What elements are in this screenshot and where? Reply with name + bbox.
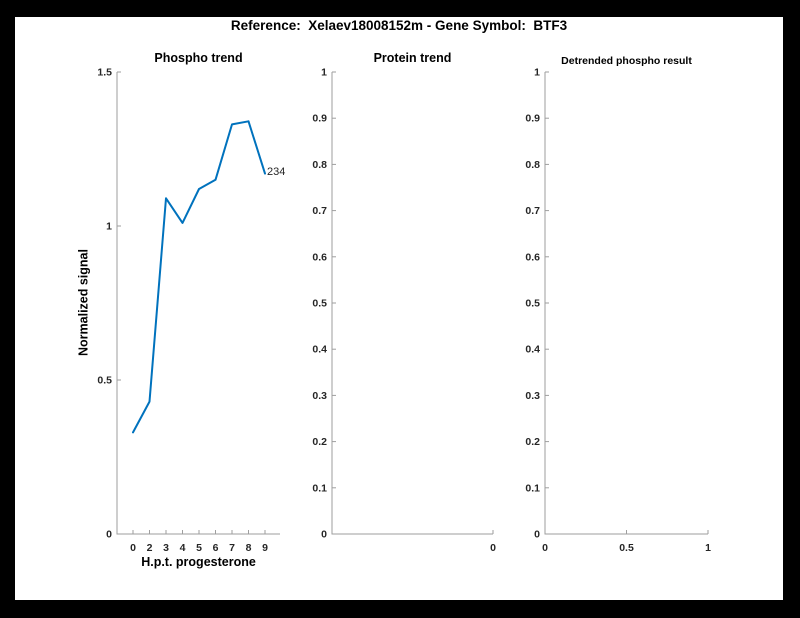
y-tick-label: 0.5: [97, 375, 112, 387]
y-tick-label: 0.3: [312, 390, 327, 402]
figure-canvas: [15, 17, 783, 600]
y-tick-label: 0.1: [312, 482, 327, 494]
y-tick-label: 0: [321, 529, 327, 541]
x-tick-label: 0: [490, 542, 496, 554]
plot1-axes: 00.511.50 2 3 4 5 6 7 8 9: [97, 67, 280, 554]
y-tick-label: 0.4: [525, 344, 540, 356]
x-tick-label: 9: [262, 542, 268, 554]
plot2-title: Protein trend: [373, 51, 452, 65]
plot3-title: Detrended phospho result: [561, 55, 692, 67]
series-line: [132, 120, 266, 434]
plot1-ylabel: Normalized signal: [76, 249, 91, 356]
y-tick-label: 0.8: [312, 159, 327, 171]
y-tick-label: 0.4: [312, 344, 327, 356]
x-tick-label: 8: [246, 542, 252, 554]
y-tick-label: 1: [106, 221, 112, 233]
y-tick-label: 0.7: [525, 205, 540, 217]
y-tick-label: 0.3: [525, 390, 540, 402]
y-tick-label: 0.5: [525, 298, 540, 310]
y-tick-label: 0: [106, 529, 112, 541]
y-tick-label: 0: [534, 529, 540, 541]
x-tick-label: 0.5: [619, 542, 634, 554]
plot1-xlabel: H.p.t. progesterone: [141, 555, 256, 569]
y-tick-label: 1: [321, 67, 327, 79]
plot2-axes: 0 0.1 0.2 0.3 0.4 0.5 0.6 0.7 0.8 0.9 1 0: [312, 67, 496, 555]
y-tick-label: 0.9: [525, 113, 540, 125]
x-tick-label: 2: [147, 542, 153, 554]
axis-spines: [544, 72, 708, 535]
y-tick-label: 0.8: [525, 159, 540, 171]
y-tick-label: 1: [534, 67, 540, 79]
axis-spines: [331, 72, 493, 535]
figure-title: Reference: Xelaev18008152m - Gene Symbol…: [230, 18, 568, 33]
y-tick-label: 0.7: [312, 205, 327, 217]
plot1-end-value-label: 234: [267, 166, 286, 178]
x-tick-label: 7: [229, 542, 235, 554]
y-tick-label: 0.6: [525, 251, 540, 263]
y-tick-label: 0.2: [525, 436, 540, 448]
y-tick-label: 0.2: [312, 436, 327, 448]
x-tick-label: 1: [705, 542, 711, 554]
y-tick-label: 1.5: [97, 67, 112, 79]
x-tick-label: 5: [196, 542, 202, 554]
x-tick-label: 0: [130, 542, 136, 554]
x-tick-label: 3: [163, 542, 169, 554]
y-tick-label: 0.1: [525, 482, 540, 494]
x-tick-label: 4: [180, 542, 186, 554]
x-tick-label: 6: [213, 542, 219, 554]
y-tick-label: 0.5: [312, 298, 327, 310]
plot1-title: Phospho trend: [154, 51, 243, 65]
plot3-axes: 0 0.1 0.2 0.3 0.4 0.5 0.6 0.7 0.8 0.9 1 0 0.5 1: [525, 67, 711, 555]
y-tick-label: 0.9: [312, 113, 327, 125]
x-tick-label: 0: [542, 542, 548, 554]
y-tick-label: 0.6: [312, 251, 327, 263]
